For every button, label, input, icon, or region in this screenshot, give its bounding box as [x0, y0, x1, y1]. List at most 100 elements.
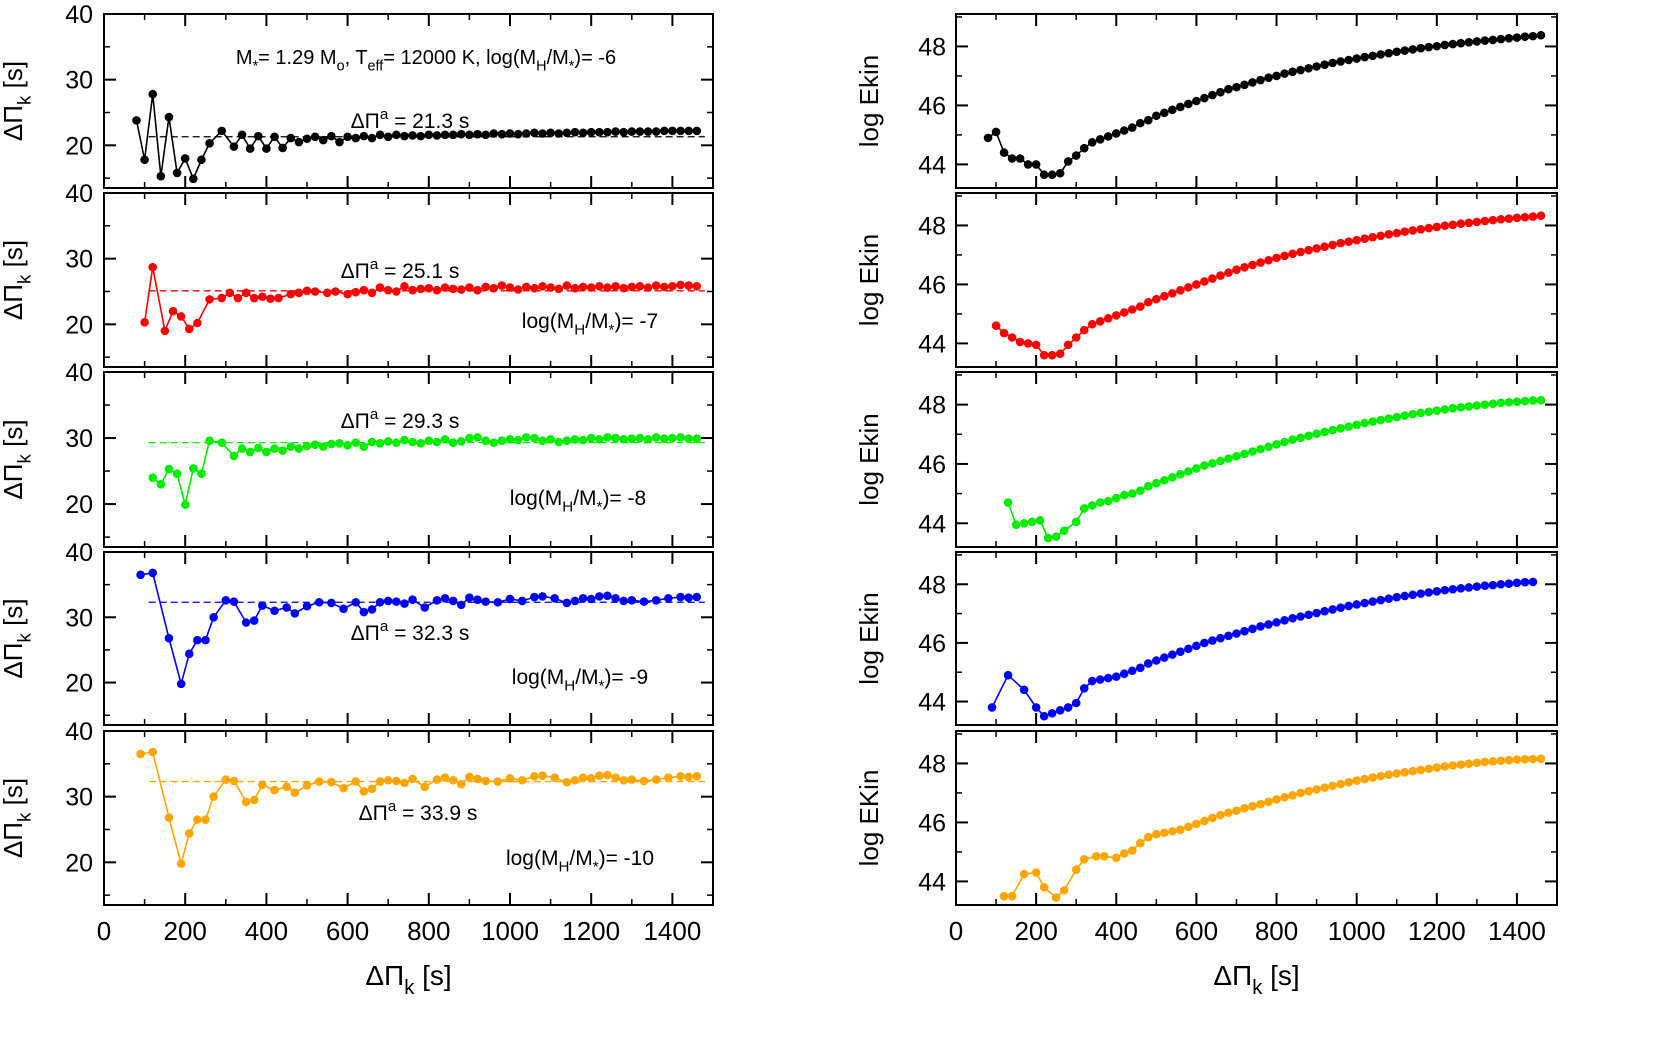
data-point [1408, 766, 1418, 776]
data-point [1360, 774, 1369, 784]
data-point [249, 293, 259, 303]
data-point [351, 597, 361, 607]
data-point [359, 442, 369, 451]
data-point [1432, 406, 1442, 415]
data-point [1360, 418, 1369, 428]
data-point [1464, 759, 1474, 769]
data-point [1280, 437, 1289, 447]
data-point [1472, 401, 1482, 410]
data-point [1272, 618, 1281, 627]
data-point [595, 592, 604, 601]
data-point [570, 596, 580, 606]
data-point [668, 433, 677, 443]
data-point [1488, 35, 1498, 45]
data-point [595, 435, 604, 444]
data-point [1400, 227, 1410, 236]
data-point [262, 447, 271, 457]
data-point [1007, 891, 1017, 901]
data-point [1320, 60, 1329, 70]
x-tick-label: 400 [245, 916, 288, 946]
data-point [1384, 48, 1394, 58]
model-header-label: M*= 1.29 Mo, Teff= 12000 K, log(MH/M*)= … [236, 47, 616, 74]
data-point [1488, 757, 1498, 766]
data-point [1063, 703, 1073, 712]
data-point [481, 776, 490, 786]
data-point [1160, 108, 1169, 118]
data-point [481, 436, 490, 445]
data-point [1127, 489, 1137, 498]
data-point [416, 131, 425, 141]
data-point [1512, 33, 1522, 42]
data-point [1031, 868, 1041, 877]
data-point [1512, 578, 1522, 588]
y-axis-label: log Ekin [854, 55, 884, 148]
data-point [1136, 486, 1145, 495]
y-tick-label: 30 [65, 425, 93, 453]
data-point [225, 288, 235, 298]
data-point [517, 596, 527, 606]
data-point [184, 324, 194, 334]
data-point [1480, 216, 1490, 226]
data-point [1448, 39, 1458, 49]
y-axis-label: ΔΠk [s] [0, 598, 34, 678]
data-point [586, 433, 596, 443]
data-point [1103, 673, 1113, 683]
data-point [1408, 409, 1418, 419]
data-point [1448, 220, 1458, 230]
data-point [1320, 606, 1329, 616]
data-point [331, 287, 340, 296]
data-point [1224, 84, 1233, 94]
data-point [1071, 865, 1081, 874]
y-tick-label: 30 [65, 784, 93, 812]
data-point [1464, 38, 1474, 47]
data-point [1200, 816, 1209, 826]
data-point [1432, 763, 1442, 772]
data-point [221, 775, 231, 784]
data-point [1232, 806, 1241, 815]
data-point [627, 775, 637, 784]
data-point [1512, 755, 1522, 764]
data-point [664, 773, 673, 782]
data-point [664, 594, 673, 603]
data-point [1368, 773, 1377, 782]
data-point [201, 635, 210, 645]
panel-frame [103, 13, 714, 189]
data-point [327, 777, 336, 787]
data-point [1480, 400, 1490, 409]
data-point [258, 292, 267, 302]
y-tick-label: 40 [65, 1, 93, 29]
data-point [1168, 105, 1177, 115]
data-point [1304, 63, 1313, 73]
data-point [619, 127, 628, 137]
data-point [448, 775, 458, 785]
data-point [310, 132, 320, 142]
data-point [375, 597, 385, 607]
data-point [221, 596, 231, 605]
data-point [180, 154, 190, 163]
panel-left-4: 20 30 40 ΔΠk [s] ΔΠa = 32.3 s log(MH/M*)= -9 [0, 539, 714, 726]
data-point [692, 592, 702, 602]
data-point [1464, 402, 1474, 411]
data-point [156, 171, 166, 181]
data-point [493, 777, 503, 786]
data-point [1003, 670, 1013, 680]
data-point [1296, 433, 1305, 443]
x-tick-label: 800 [1255, 916, 1298, 946]
data-point [1216, 456, 1225, 466]
data-point [659, 282, 669, 292]
data-point [176, 859, 186, 868]
data-point [164, 813, 174, 822]
data-point [201, 815, 210, 824]
data-point [1520, 577, 1530, 587]
data-point [1296, 612, 1305, 621]
panel-right-4: 44 46 48 log Ekin [854, 551, 1558, 726]
data-point [530, 128, 539, 138]
data-point [1136, 302, 1145, 311]
data-point [1119, 849, 1129, 858]
data-point [1440, 405, 1450, 414]
data-point [1392, 47, 1402, 57]
data-point [408, 131, 417, 140]
data-point [440, 283, 450, 292]
data-point [1344, 422, 1353, 431]
data-point [1288, 67, 1297, 77]
